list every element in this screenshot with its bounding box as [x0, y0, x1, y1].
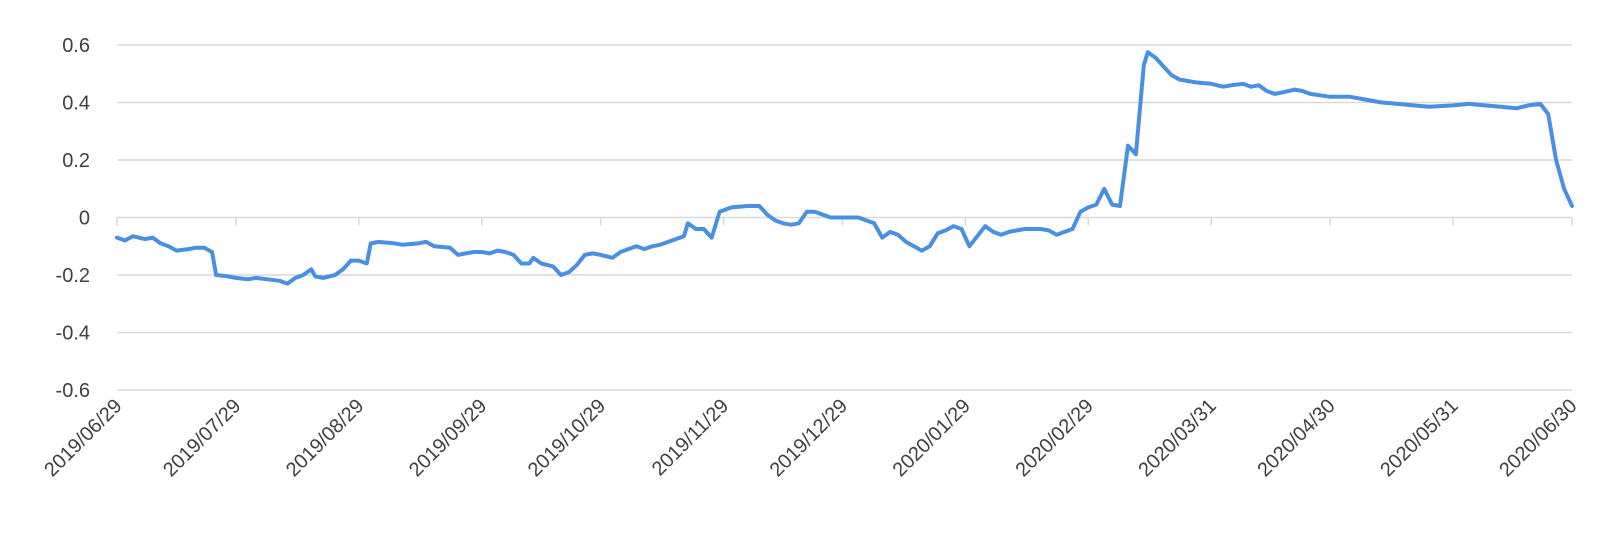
y-tick-label: 0.2: [62, 150, 90, 172]
x-tick-label: 2019/12/29: [766, 395, 852, 481]
x-tick-label: 2019/09/29: [405, 395, 491, 481]
x-axis-labels: 2019/06/29 2019/07/29 2019/08/29 2019/09/29…: [40, 395, 1581, 481]
y-tick-label: -0.2: [56, 265, 90, 287]
x-tick-label: 2020/05/31: [1376, 395, 1462, 481]
x-tick-label: 2019/11/29: [648, 395, 733, 480]
x-tick-label: 2019/07/29: [159, 395, 245, 481]
x-axis: [116, 217, 1573, 226]
y-axis-labels: 0.6 0.4 0.2 0 -0.2 -0.4 -0.6: [56, 35, 90, 402]
x-tick-label: 2020/04/30: [1253, 395, 1339, 481]
x-tick-label: 2020/01/29: [889, 395, 975, 481]
y-tick-label: -0.6: [56, 380, 90, 402]
x-tick-label: 2020/03/31: [1134, 395, 1220, 481]
x-tick-label: 2019/10/29: [524, 395, 610, 481]
x-tick-label: 2019/08/29: [282, 395, 368, 481]
series-layer: [115, 50, 1574, 286]
y-tick-label: -0.4: [56, 323, 90, 345]
y-tick-label: 0: [79, 208, 90, 230]
y-tick-label: 0.6: [62, 35, 90, 57]
x-tick-label: 2019/06/29: [40, 395, 126, 481]
x-tick-label: 2020/02/29: [1012, 395, 1098, 481]
y-tick-label: 0.4: [62, 93, 90, 115]
x-tick-label: 2020/06/30: [1495, 395, 1581, 481]
series-line: [115, 50, 1574, 286]
